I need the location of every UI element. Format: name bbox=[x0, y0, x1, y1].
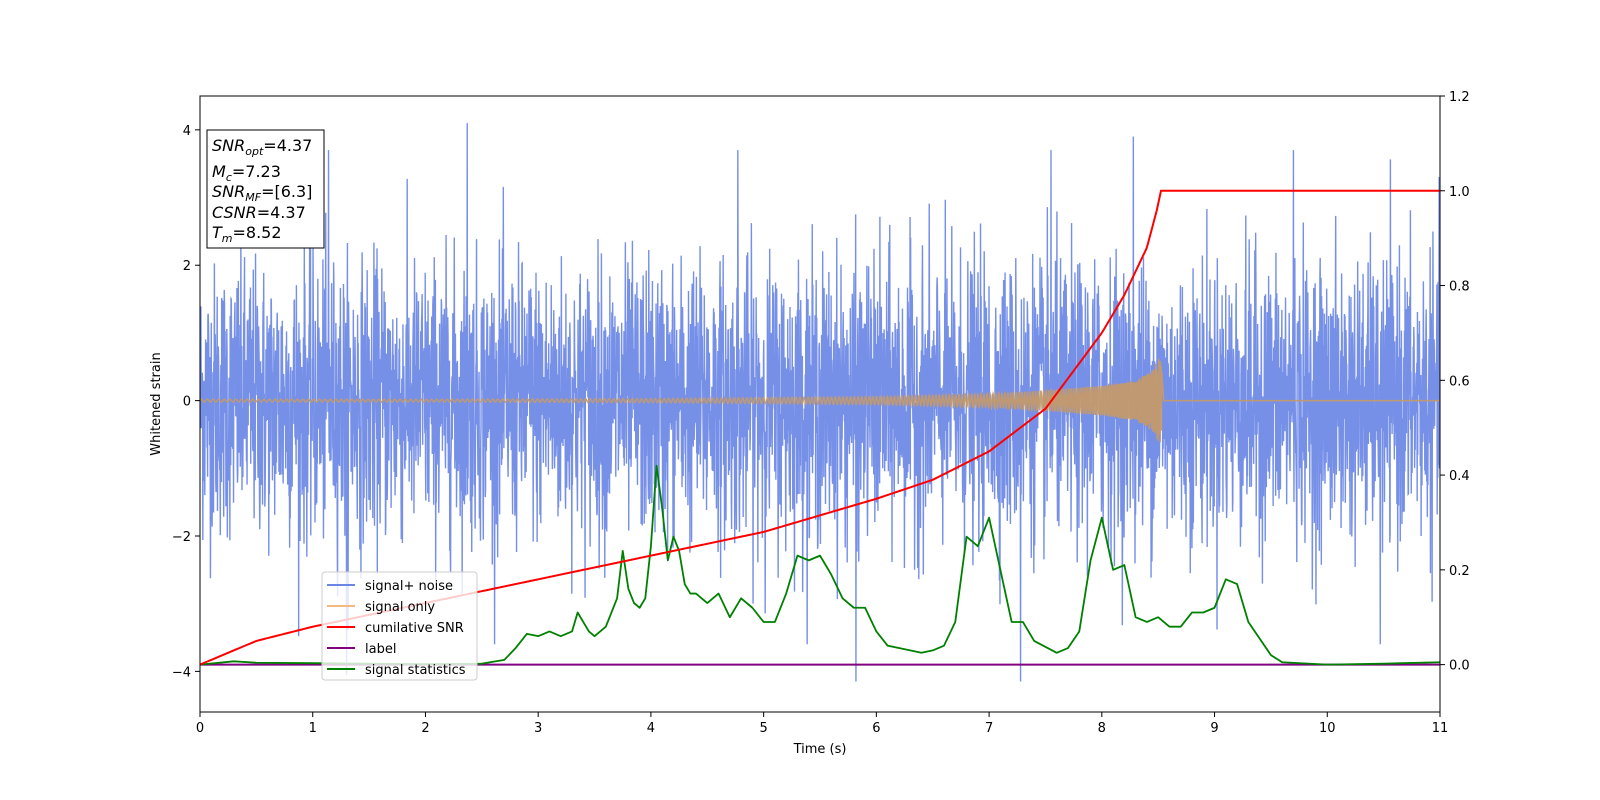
x-tick-label: 0 bbox=[196, 721, 204, 736]
legend-item-label: label bbox=[327, 642, 396, 657]
series-signal-statistics bbox=[200, 464, 1440, 666]
info-box: SNRopt=4.37 Mc=7.23 SNRMF=[6.3] CSNR=4.3… bbox=[206, 129, 325, 249]
y-axis-label: Whitened strain bbox=[149, 352, 164, 455]
x-tick-label: 9 bbox=[1210, 721, 1218, 736]
y-tick-label: 4 bbox=[183, 124, 191, 139]
tm-text: Tm=8.52 bbox=[212, 223, 282, 245]
legend-item-cumulative-snr: cumilative SNR bbox=[327, 621, 464, 636]
svg-text:label: label bbox=[365, 642, 396, 657]
csnr-text: CSNR=4.37 bbox=[212, 203, 306, 222]
axis-ticks: 0 1 2 3 4 5 6 7 8 9 10 11 4 2 0 −2 −4 1.2 1.0 0.8 0.6 0.4 0.2 0… bbox=[172, 90, 1470, 736]
chirp-mass-text: Mc=7.23 bbox=[212, 162, 281, 184]
x-tick-label: 6 bbox=[872, 721, 880, 736]
snr-opt-text: SNRopt=4.37 bbox=[212, 136, 312, 158]
legend-item-signal-statistics: signal statistics bbox=[327, 663, 466, 678]
plot-frame bbox=[199, 95, 1441, 713]
y2-tick-label: 1.0 bbox=[1449, 185, 1470, 200]
svg-text:signal statistics: signal statistics bbox=[365, 663, 466, 678]
series-signal-only bbox=[200, 358, 1440, 443]
y-tick-label: −2 bbox=[172, 530, 191, 545]
x-axis-label: Time (s) bbox=[793, 742, 847, 757]
y-tick-label: 2 bbox=[183, 259, 191, 274]
series-signal-noise bbox=[200, 123, 1440, 682]
svg-text:cumilative SNR: cumilative SNR bbox=[365, 621, 464, 636]
x-tick-label: 1 bbox=[309, 721, 317, 736]
x-tick-label: 5 bbox=[759, 721, 767, 736]
y2-tick-label: 0.2 bbox=[1449, 564, 1470, 579]
y2-tick-label: 0.8 bbox=[1449, 280, 1470, 295]
y-tick-label: 0 bbox=[183, 395, 191, 410]
y-tick-label: −4 bbox=[172, 665, 191, 680]
x-tick-label: 4 bbox=[647, 721, 655, 736]
snr-mf-text: SNRMF=[6.3] bbox=[212, 182, 312, 204]
y2-tick-label: 1.2 bbox=[1449, 90, 1470, 105]
x-tick-label: 3 bbox=[534, 721, 542, 736]
y2-tick-label: 0.0 bbox=[1449, 659, 1470, 674]
svg-text:signal+ noise: signal+ noise bbox=[365, 579, 453, 594]
legend-item-signal-noise: signal+ noise bbox=[327, 579, 453, 594]
y2-tick-label: 0.6 bbox=[1449, 374, 1470, 389]
x-tick-label: 7 bbox=[985, 721, 993, 736]
x-tick-label: 8 bbox=[1098, 721, 1106, 736]
legend-item-signal-only: signal only bbox=[327, 600, 435, 615]
svg-text:signal only: signal only bbox=[365, 600, 435, 615]
y2-tick-label: 0.4 bbox=[1449, 469, 1470, 484]
legend: signal+ noise signal only cumilative SNR… bbox=[321, 571, 478, 681]
x-tick-label: 2 bbox=[421, 721, 429, 736]
x-tick-label: 10 bbox=[1319, 721, 1336, 736]
x-tick-label: 11 bbox=[1432, 721, 1449, 736]
